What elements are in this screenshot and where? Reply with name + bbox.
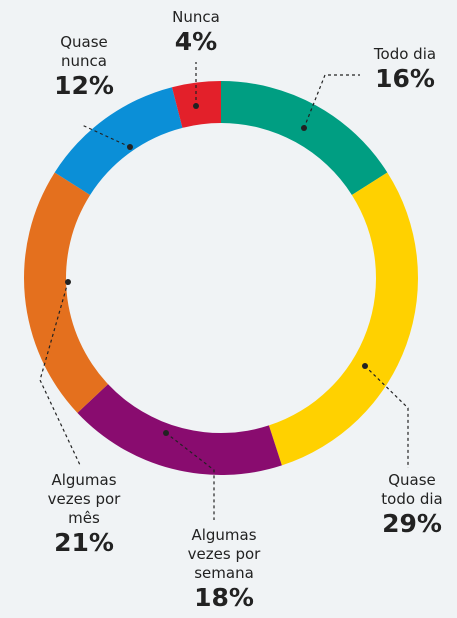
slice xyxy=(221,81,388,195)
category-label: Nunca xyxy=(172,8,220,26)
category-label: Algumas vezes por mês xyxy=(47,471,121,527)
value-label: 18% xyxy=(194,583,254,612)
leader xyxy=(303,74,360,129)
slice xyxy=(24,172,109,413)
label: Algumas vezes por semana 18% xyxy=(179,526,269,613)
value-label: 12% xyxy=(54,71,114,100)
label: Nunca 4% xyxy=(151,8,241,57)
leader xyxy=(364,365,409,468)
category-label: Quase todo dia xyxy=(381,471,443,508)
leader-dot xyxy=(193,103,199,109)
value-label: 21% xyxy=(54,528,114,557)
label: Algumas vezes por mês 21% xyxy=(39,471,129,558)
leaders xyxy=(39,62,409,520)
leader-dot xyxy=(65,279,71,285)
leader xyxy=(81,124,131,148)
slices xyxy=(24,81,418,475)
value-label: 16% xyxy=(375,64,435,93)
leader xyxy=(165,432,215,520)
slice xyxy=(54,87,183,195)
value-label: 29% xyxy=(382,509,442,538)
leader-dot xyxy=(163,430,169,436)
slice xyxy=(77,384,282,475)
category-label: Quase nunca xyxy=(60,33,108,70)
label: Todo dia 16% xyxy=(360,45,450,94)
leader-dot xyxy=(301,125,307,131)
label: Quase nunca 12% xyxy=(54,33,114,101)
label: Quase todo dia 29% xyxy=(375,471,450,539)
leader-dot xyxy=(127,144,133,150)
category-label: Todo dia xyxy=(373,45,437,63)
value-label: 4% xyxy=(174,27,218,56)
leader-dot xyxy=(362,363,368,369)
slice xyxy=(268,172,418,466)
leader xyxy=(39,281,81,466)
category-label: Algumas vezes por semana xyxy=(187,526,261,582)
